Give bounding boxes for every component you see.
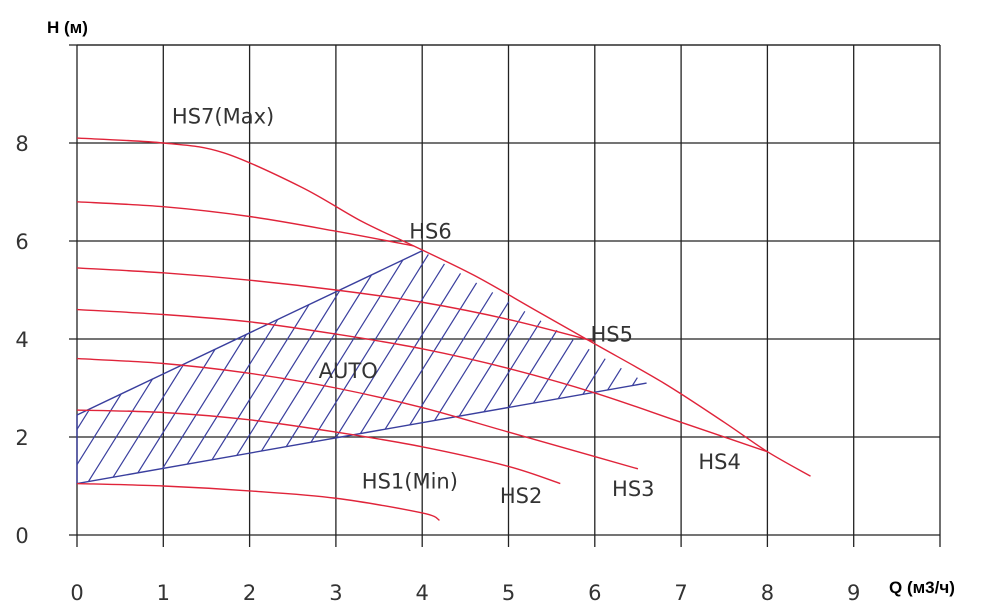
hatch-line (671, 135, 921, 535)
hatch-line (77, 250, 218, 484)
curve-hs5 (76, 267, 595, 343)
curve-hs6 (76, 201, 414, 247)
y-tick-label: 2 (15, 426, 28, 450)
x-tick-label: 9 (847, 581, 860, 605)
curve-labels: HS7(Max) HS6 HS5 HS4 HS3 HS2 HS1(Min) AUTO (172, 104, 741, 508)
label-hs1-min: HS1(Min) (362, 469, 458, 493)
x-tick-label: 6 (588, 581, 601, 605)
hatch-line (847, 135, 989, 535)
hatch-line (77, 250, 196, 484)
label-hs2: HS2 (500, 484, 542, 508)
x-tick-label: 3 (329, 581, 342, 605)
hatch-line (759, 135, 989, 535)
x-tick-label: 5 (502, 581, 515, 605)
hatch-line (0, 135, 63, 535)
curve-hs4 (76, 308, 768, 453)
grid (69, 44, 941, 547)
hatch-line (935, 135, 989, 535)
x-tick-label: 1 (157, 581, 170, 605)
x-tick-label: 7 (674, 581, 687, 605)
auto-zone-lower-border (76, 382, 647, 485)
x-tick-labels: 0 1 2 3 4 5 6 7 8 9 (70, 581, 860, 605)
hatch-line (803, 135, 989, 535)
x-axis-title: Q (м3/ч) (889, 578, 955, 597)
y-axis-title: H (м) (47, 18, 88, 37)
curve-hs7-max (76, 137, 811, 477)
label-hs4: HS4 (698, 450, 740, 474)
curve-hs3 (76, 357, 639, 470)
label-hs5: HS5 (590, 322, 632, 346)
hatch-line (737, 135, 987, 535)
label-hs6: HS6 (409, 220, 451, 244)
hatch-line (869, 135, 989, 535)
label-auto: AUTO (319, 359, 378, 383)
curves (76, 137, 811, 521)
hatch-line (649, 135, 899, 535)
curve-hs1-min (76, 482, 440, 521)
hatch-line (77, 250, 240, 484)
hatch-line (77, 250, 262, 484)
x-tick-label: 4 (416, 581, 429, 605)
x-tick-label: 0 (70, 581, 83, 605)
hatch-line (538, 250, 647, 484)
y-tick-labels: 0 2 4 6 8 (15, 132, 28, 548)
y-tick-label: 4 (15, 328, 28, 352)
y-tick-label: 6 (15, 230, 28, 254)
x-tick-label: 8 (761, 581, 774, 605)
hatch-line (693, 135, 943, 535)
hatch-line (957, 135, 989, 535)
auto-zone (0, 135, 989, 535)
hatch-line (626, 250, 647, 484)
hatch-line (781, 135, 989, 535)
hatch-line (77, 250, 86, 484)
hatch-line (825, 135, 989, 535)
hatch-line (604, 250, 647, 484)
curve-hs2 (76, 409, 561, 485)
hatch-line (979, 135, 989, 535)
hatch-line (715, 135, 965, 535)
y-tick-label: 0 (15, 524, 28, 548)
hatch-line (913, 135, 989, 535)
label-hs7-max: HS7(Max) (172, 104, 274, 128)
auto-zone-hatching (0, 135, 989, 535)
auto-zone-upper-border (76, 250, 423, 416)
x-tick-label: 2 (243, 581, 256, 605)
y-tick-label: 8 (15, 132, 28, 156)
label-hs3: HS3 (612, 477, 654, 501)
